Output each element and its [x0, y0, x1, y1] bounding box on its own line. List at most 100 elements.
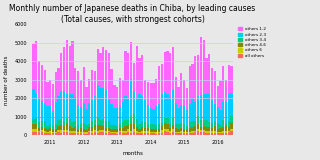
Bar [188, 128, 191, 132]
Bar [138, 94, 140, 124]
Bar [147, 82, 149, 105]
Bar [158, 129, 160, 132]
Bar [191, 127, 194, 131]
Bar [105, 133, 107, 135]
Bar [211, 131, 213, 133]
Bar [217, 129, 219, 132]
Bar [44, 103, 46, 121]
Bar [219, 110, 221, 125]
Bar [85, 134, 88, 135]
Bar [155, 79, 157, 106]
Bar [141, 132, 143, 135]
Bar [49, 124, 51, 128]
Bar [99, 125, 101, 130]
Bar [222, 131, 224, 133]
Bar [91, 127, 93, 131]
Bar [83, 129, 85, 132]
Bar [225, 102, 227, 123]
Bar [102, 47, 104, 88]
Bar [130, 42, 132, 79]
Bar [116, 87, 118, 108]
Bar [164, 118, 166, 124]
Bar [211, 123, 213, 128]
Bar [205, 131, 208, 133]
Bar [77, 133, 79, 135]
Bar [71, 41, 74, 94]
Bar [183, 129, 185, 132]
Bar [155, 125, 157, 129]
Bar [230, 93, 233, 116]
Bar [94, 96, 96, 120]
Bar [214, 126, 216, 131]
Bar [110, 125, 113, 129]
Bar [74, 133, 76, 135]
Bar [136, 133, 138, 135]
Bar [175, 128, 177, 132]
Bar [133, 114, 135, 124]
Bar [122, 131, 124, 133]
Bar [138, 133, 140, 135]
Bar [172, 90, 174, 117]
Bar [41, 132, 43, 135]
Bar [158, 104, 160, 124]
Bar [108, 128, 110, 131]
Bar [88, 131, 90, 132]
Bar [149, 124, 152, 129]
Bar [152, 109, 155, 124]
Bar [52, 84, 54, 111]
Bar [63, 126, 65, 130]
Bar [35, 124, 37, 129]
Bar [74, 131, 76, 133]
Bar [141, 131, 143, 132]
Bar [222, 66, 224, 101]
Bar [119, 132, 121, 135]
Bar [205, 94, 208, 120]
Bar [85, 132, 88, 134]
Bar [68, 131, 71, 133]
Bar [166, 51, 169, 94]
Bar [155, 106, 157, 125]
Bar [68, 119, 71, 126]
Bar [219, 133, 221, 135]
Bar [80, 124, 82, 128]
Bar [35, 129, 37, 132]
Bar [127, 132, 130, 135]
Bar [74, 121, 76, 127]
Bar [66, 40, 68, 94]
Bar [38, 131, 40, 132]
Bar [197, 124, 199, 129]
Bar [147, 124, 149, 128]
Bar [110, 133, 113, 135]
Bar [166, 124, 169, 129]
Bar [97, 125, 99, 131]
Bar [71, 131, 74, 133]
Bar [94, 130, 96, 132]
Bar [91, 133, 93, 135]
Bar [46, 132, 49, 133]
Bar [205, 133, 208, 135]
Bar [58, 120, 60, 127]
Bar [149, 83, 152, 108]
Bar [186, 110, 188, 126]
Bar [60, 130, 62, 133]
Bar [203, 126, 205, 130]
Bar [136, 127, 138, 131]
Bar [99, 130, 101, 132]
Bar [191, 121, 194, 127]
Bar [63, 130, 65, 132]
Bar [80, 107, 82, 124]
Bar [119, 131, 121, 132]
Bar [169, 123, 171, 128]
Bar [44, 70, 46, 103]
Bar [68, 46, 71, 94]
Bar [141, 127, 143, 131]
Bar [58, 127, 60, 130]
Bar [183, 106, 185, 124]
Bar [133, 91, 135, 114]
Bar [119, 107, 121, 124]
Bar [41, 121, 43, 127]
Bar [127, 99, 130, 120]
Bar [80, 128, 82, 132]
Bar [74, 127, 76, 131]
Bar [200, 127, 202, 130]
